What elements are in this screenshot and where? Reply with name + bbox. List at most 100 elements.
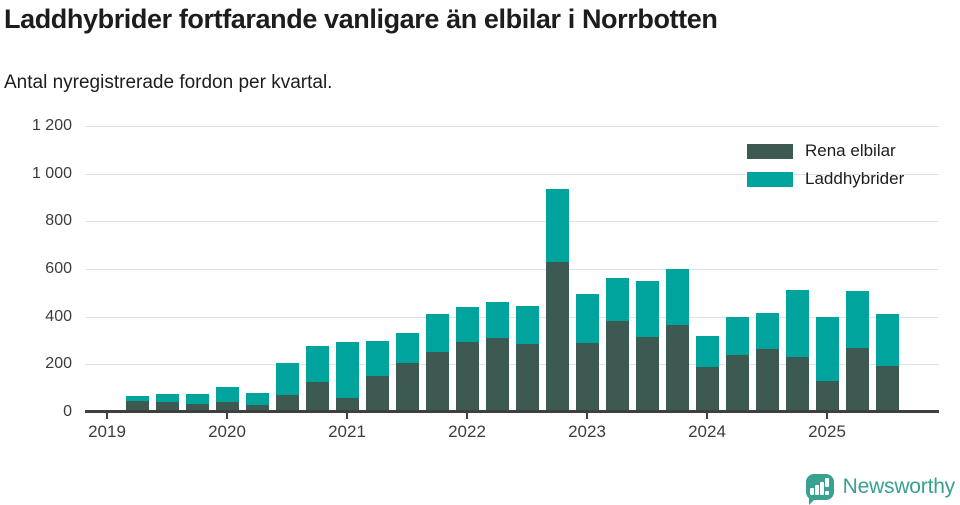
segment-laddhybrider <box>636 281 659 337</box>
gridline-1200 <box>85 126 939 127</box>
segment-laddhybrider <box>486 302 509 338</box>
legend-label-rena-elbilar: Rena elbilar <box>805 141 896 160</box>
gridline-600 <box>85 269 939 270</box>
segment-rena-elbilar <box>786 357 809 412</box>
bar-2020-q3 <box>276 363 299 412</box>
bar-2023-q2 <box>606 278 629 412</box>
legend-swatch-laddhybrider <box>747 171 793 187</box>
bar-2019-q3 <box>156 394 179 412</box>
segment-laddhybrider <box>396 333 419 363</box>
segment-rena-elbilar <box>576 343 599 412</box>
y-axis-label: 1 000 <box>31 165 72 182</box>
x-axis-tick-2023 <box>586 413 588 419</box>
segment-laddhybrider <box>156 394 179 402</box>
x-axis-line <box>85 410 939 413</box>
gridline-1000 <box>85 174 939 175</box>
segment-laddhybrider <box>876 314 899 366</box>
segment-rena-elbilar <box>216 402 239 412</box>
x-axis-label-2022: 2022 <box>448 422 486 441</box>
bar-2019-q2 <box>126 396 149 412</box>
segment-laddhybrider <box>756 313 779 349</box>
segment-laddhybrider <box>606 278 629 321</box>
segment-rena-elbilar <box>456 342 479 412</box>
segment-rena-elbilar <box>846 348 869 412</box>
segment-rena-elbilar <box>726 355 749 412</box>
segment-laddhybrider <box>186 394 209 404</box>
legend: Rena elbilar Laddhybrider <box>747 141 904 197</box>
segment-laddhybrider <box>456 307 479 342</box>
segment-rena-elbilar <box>696 367 719 412</box>
gridline-200 <box>85 364 939 365</box>
y-axis-label: 200 <box>45 355 72 372</box>
segment-laddhybrider <box>576 294 599 343</box>
segment-laddhybrider <box>366 341 389 376</box>
x-axis-tick-2019 <box>106 413 108 419</box>
segment-rena-elbilar <box>516 344 539 412</box>
segment-rena-elbilar <box>396 363 419 412</box>
segment-rena-elbilar <box>186 404 209 412</box>
segment-laddhybrider <box>696 336 719 367</box>
bar-2024-q4 <box>786 290 809 412</box>
legend-item-rena-elbilar: Rena elbilar <box>747 141 904 161</box>
segment-rena-elbilar <box>306 382 329 412</box>
segment-laddhybrider <box>426 314 449 352</box>
x-axis-label-2024: 2024 <box>688 422 726 441</box>
bar-2020-q1 <box>216 387 239 412</box>
y-axis-label: 400 <box>45 308 72 325</box>
bar-2022-q2 <box>486 302 509 412</box>
segment-laddhybrider <box>216 387 239 402</box>
newsworthy-logo-text: Newsworthy <box>842 475 956 498</box>
bar-2020-q4 <box>306 346 329 412</box>
segment-laddhybrider <box>816 317 839 381</box>
bar-2023-q4 <box>666 269 689 412</box>
x-axis-label-2019: 2019 <box>88 422 126 441</box>
segment-rena-elbilar <box>426 352 449 412</box>
legend-label-laddhybrider: Laddhybrider <box>805 169 905 188</box>
x-axis-label-2021: 2021 <box>328 422 366 441</box>
bar-2023-q1 <box>576 294 599 412</box>
bar-2023-q3 <box>636 281 659 412</box>
x-axis-label-2023: 2023 <box>568 422 606 441</box>
legend-swatch-rena-elbilar <box>747 143 793 159</box>
bar-2022-q1 <box>456 307 479 412</box>
segment-laddhybrider <box>276 363 299 395</box>
segment-rena-elbilar <box>666 325 689 412</box>
segment-rena-elbilar <box>606 321 629 412</box>
bar-2021-q4 <box>426 314 449 412</box>
x-axis-tick-2021 <box>346 413 348 419</box>
x-axis-label-2020: 2020 <box>208 422 246 441</box>
bar-2020-q2 <box>246 393 269 412</box>
segment-laddhybrider <box>516 306 539 344</box>
segment-rena-elbilar <box>486 338 509 412</box>
segment-rena-elbilar <box>756 349 779 412</box>
segment-rena-elbilar <box>816 381 839 412</box>
x-axis-tick-2022 <box>466 413 468 419</box>
gridline-400 <box>85 317 939 318</box>
bar-2025-q3 <box>876 314 899 412</box>
segment-laddhybrider <box>246 393 269 405</box>
bar-2024-q2 <box>726 317 749 412</box>
bar-2022-q3 <box>516 306 539 412</box>
segment-laddhybrider <box>786 290 809 357</box>
chart-title: Laddhybrider fortfarande vanligare än el… <box>4 4 718 34</box>
chart-subtitle: Antal nyregistrerade fordon per kvartal. <box>4 72 333 93</box>
segment-laddhybrider <box>546 189 569 262</box>
segment-rena-elbilar <box>546 262 569 412</box>
segment-rena-elbilar <box>156 402 179 412</box>
segment-rena-elbilar <box>876 366 899 412</box>
segment-rena-elbilar <box>276 395 299 412</box>
newsworthy-logo-icon <box>805 474 834 505</box>
segment-laddhybrider <box>846 291 869 348</box>
x-axis-label-2025: 2025 <box>808 422 846 441</box>
y-axis-label: 600 <box>45 260 72 277</box>
bar-2024-q1 <box>696 336 719 412</box>
segment-rena-elbilar <box>636 337 659 412</box>
segment-laddhybrider <box>666 269 689 325</box>
x-axis-tick-2024 <box>706 413 708 419</box>
y-axis-label: 800 <box>45 212 72 229</box>
bar-2024-q3 <box>756 313 779 412</box>
x-axis-tick-2020 <box>226 413 228 419</box>
bar-2021-q1 <box>336 342 359 412</box>
segment-laddhybrider <box>336 342 359 398</box>
